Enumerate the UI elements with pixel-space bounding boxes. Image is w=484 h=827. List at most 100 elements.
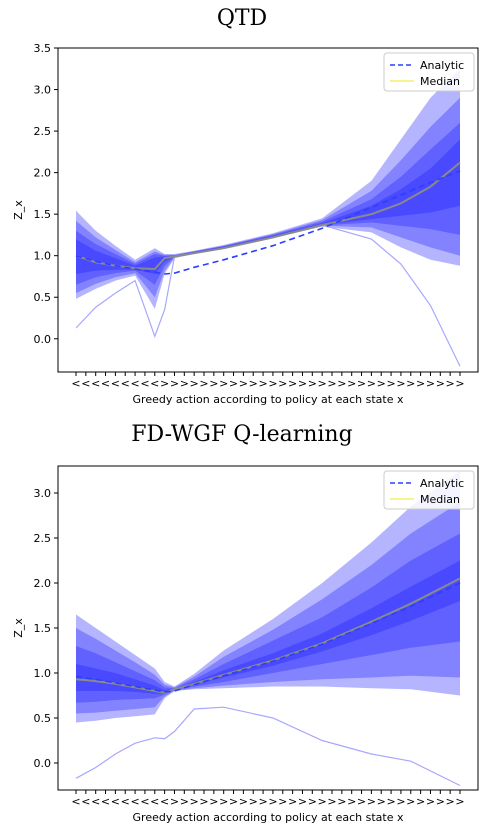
y-tick-label: 3.5 xyxy=(34,42,52,55)
x-tick-label: > xyxy=(436,377,445,390)
x-tick-label: > xyxy=(170,377,179,390)
x-tick-label: < xyxy=(121,377,130,390)
x-tick-label: < xyxy=(111,795,120,808)
x-tick-label: > xyxy=(268,795,277,808)
x-tick-label: < xyxy=(91,377,100,390)
x-tick-label: < xyxy=(150,377,159,390)
legend-entry: Median xyxy=(420,493,460,506)
fdwgf-chart-panel: FD-WGF Q-learning 0.0 0.5 1.0 1.5 2.0 2.5 3.0 <… xyxy=(0,414,484,827)
x-tick-label: > xyxy=(170,795,179,808)
x-tick-label: > xyxy=(347,377,356,390)
x-tick-label: < xyxy=(81,795,90,808)
x-tick-label: > xyxy=(357,377,366,390)
x-tick-label: < xyxy=(71,377,80,390)
x-tick-label: > xyxy=(337,795,346,808)
x-tick-label: > xyxy=(386,377,395,390)
x-tick-label: > xyxy=(406,377,415,390)
y-axis-label: Z_x xyxy=(12,200,25,220)
x-tick-label: > xyxy=(308,795,317,808)
x-tick-label: > xyxy=(416,377,425,390)
x-tick-label: > xyxy=(180,377,189,390)
x-tick-label: > xyxy=(160,377,169,390)
legend-entry: Analytic xyxy=(420,59,464,72)
x-tick-label: > xyxy=(367,377,376,390)
x-tick-label: < xyxy=(91,795,100,808)
x-tick-label: > xyxy=(455,377,464,390)
x-tick-label: > xyxy=(446,377,455,390)
x-tick-label: < xyxy=(111,377,120,390)
x-tick-label: > xyxy=(396,377,405,390)
series-line-minimum xyxy=(75,706,461,787)
x-tick-label: > xyxy=(426,377,435,390)
legend: Analytic Median xyxy=(383,52,475,92)
fdwgf-chart: 0.00.51.01.52.02.53.0< < < < < < < < < < > > > > > > > > >… xyxy=(12,465,479,824)
x-tick-label: > xyxy=(249,795,258,808)
y-tick-label: 1.0 xyxy=(34,667,52,680)
chart-title: QTD xyxy=(216,6,268,31)
x-tick-label: > xyxy=(288,377,297,390)
x-tick-label: > xyxy=(229,377,238,390)
x-tick-label: > xyxy=(318,377,327,390)
x-tick-label: > xyxy=(377,795,386,808)
x-tick-label: > xyxy=(258,377,267,390)
x-tick-label: < xyxy=(81,377,90,390)
x-tick-label: < xyxy=(101,377,110,390)
x-tick-label: > xyxy=(337,377,346,390)
y-tick-label: 1.5 xyxy=(34,622,52,635)
x-tick-label: > xyxy=(426,795,435,808)
x-tick-label: > xyxy=(219,795,228,808)
x-tick-label: < xyxy=(130,795,139,808)
quantile-band-1 xyxy=(76,502,460,714)
x-tick-label: > xyxy=(219,377,228,390)
quantile-band-0 xyxy=(76,68,460,309)
qtd-chart: 0.00.51.01.52.02.53.03.5< < < < < < < < < > > > > > > >… xyxy=(12,42,479,406)
y-tick-label: 2.0 xyxy=(34,577,52,590)
x-tick-label: > xyxy=(209,795,218,808)
x-tick-label: > xyxy=(396,795,405,808)
x-tick-label: < xyxy=(160,795,169,808)
x-tick-label: > xyxy=(249,377,258,390)
chart-title: FD-WGF Q-learning xyxy=(131,422,353,447)
qtd-chart-panel: QTD 0.0 0.5 1.0 1.5 2.0 2.5 3.0 3.5 < < < < < < < < < > > >… xyxy=(12,6,479,406)
x-tick-label: > xyxy=(268,377,277,390)
x-tick-label: < xyxy=(71,795,80,808)
series-line-analytic xyxy=(75,170,461,275)
x-tick-label: > xyxy=(278,795,287,808)
x-tick-label: > xyxy=(209,377,218,390)
x-tick-label: > xyxy=(229,795,238,808)
quantile-band-0 xyxy=(76,470,460,723)
y-tick-label: 0.5 xyxy=(34,291,52,304)
x-tick-label: > xyxy=(406,795,415,808)
x-tick-label: > xyxy=(278,377,287,390)
x-tick-label: > xyxy=(436,795,445,808)
x-axis-label: Greedy action according to policy at eac… xyxy=(133,811,404,824)
y-tick-label: 3.0 xyxy=(34,84,52,97)
x-tick-label: > xyxy=(386,795,395,808)
x-tick-label: > xyxy=(308,377,317,390)
x-tick-label: > xyxy=(416,795,425,808)
quantile-bands xyxy=(76,68,460,309)
x-tick-label: > xyxy=(288,795,297,808)
legend-entry: Analytic xyxy=(420,477,464,490)
legend-entry: Median xyxy=(420,75,460,88)
y-tick-label: 0.5 xyxy=(34,712,52,725)
x-tick-label: > xyxy=(357,795,366,808)
quantile-band-2 xyxy=(76,122,460,285)
x-tick-label: > xyxy=(455,795,464,808)
y-tick-label: 0.0 xyxy=(34,757,52,770)
x-tick-label: > xyxy=(318,795,327,808)
x-tick-label: > xyxy=(446,795,455,808)
x-tick-label: > xyxy=(327,795,336,808)
x-tick-label: > xyxy=(298,377,307,390)
x-tick-label: > xyxy=(327,377,336,390)
series-line-median xyxy=(75,577,461,694)
x-tick-label: < xyxy=(140,377,149,390)
y-tick-label: 1.0 xyxy=(34,250,52,263)
y-axis-label: Z_x xyxy=(12,618,25,638)
x-tick-label: > xyxy=(199,377,208,390)
x-tick-label: > xyxy=(199,795,208,808)
quantile-band-3 xyxy=(76,560,460,694)
y-tick-label: 2.5 xyxy=(34,125,52,138)
x-tick-label: > xyxy=(377,377,386,390)
y-tick-label: 1.5 xyxy=(34,208,52,221)
